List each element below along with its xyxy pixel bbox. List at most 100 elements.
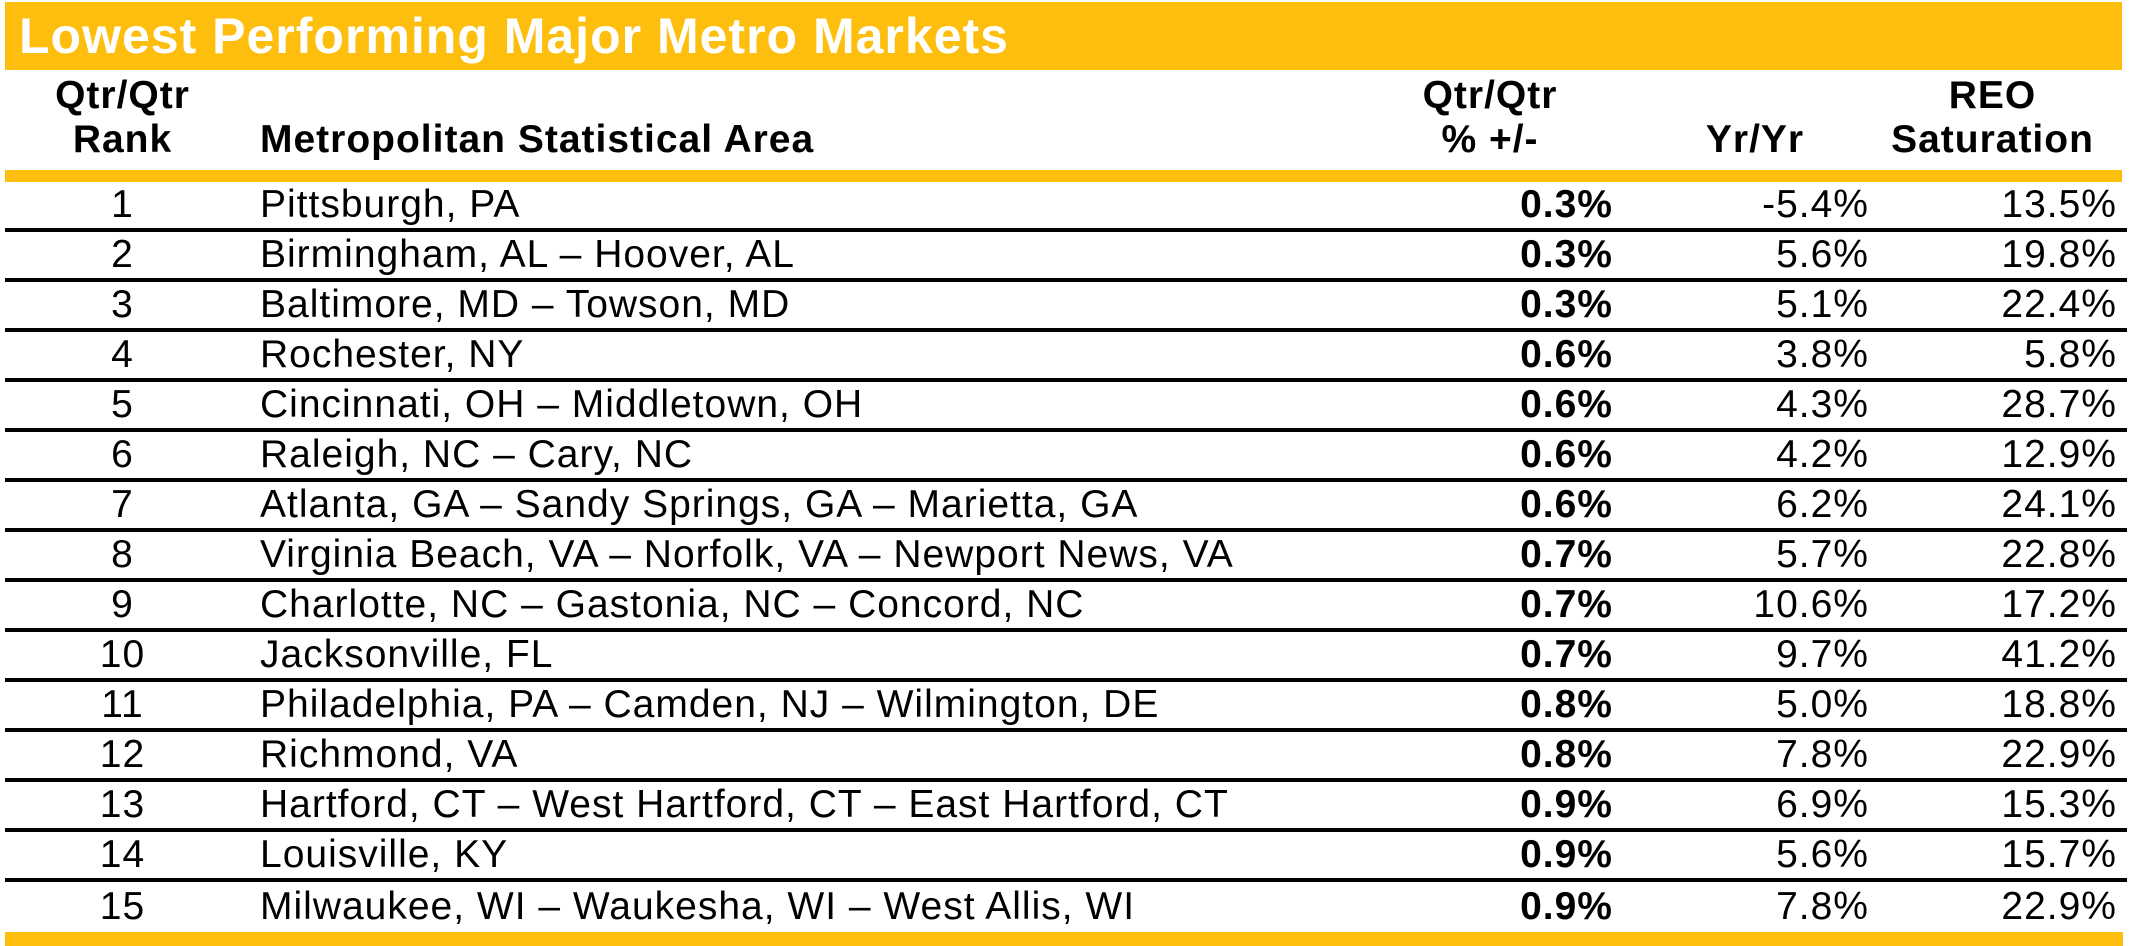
table-row: 4 Rochester, NY 0.6% 3.8% 5.8% <box>5 332 2127 382</box>
cell-yr-yr: 5.7% <box>1776 533 1869 576</box>
table-row: 1 Pittsburgh, PA 0.3% -5.4% 13.5% <box>5 182 2127 232</box>
table-row: 6 Raleigh, NC – Cary, NC 0.6% 4.2% 12.9% <box>5 432 2127 482</box>
cell-msa: Jacksonville, FL <box>260 633 554 676</box>
table-row: 2 Birmingham, AL – Hoover, AL 0.3% 5.6% 19.8… <box>5 232 2127 282</box>
header-divider-bar <box>5 170 2122 182</box>
cell-rank: 3 <box>111 283 134 326</box>
cell-msa: Hartford, CT – West Hartford, CT – East … <box>260 783 1229 826</box>
cell-reo-saturation: 24.1% <box>2001 483 2117 526</box>
cell-reo-saturation: 5.8% <box>2024 333 2117 376</box>
cell-yr-yr: 5.1% <box>1776 283 1869 326</box>
table-row: 8 Virginia Beach, VA – Norfolk, VA – Newp… <box>5 532 2127 582</box>
column-header-qtr-change: Qtr/Qtr % +/- <box>1330 70 1630 170</box>
cell-qtr-change: 0.6% <box>1520 383 1613 426</box>
cell-reo-saturation: 15.7% <box>2001 833 2117 876</box>
cell-qtr-change: 0.7% <box>1520 583 1613 626</box>
cell-reo-saturation: 13.5% <box>2001 183 2117 226</box>
table-row: 15 Milwaukee, WI – Waukesha, WI – West Al… <box>5 882 2127 932</box>
cell-msa: Richmond, VA <box>260 733 519 776</box>
table-row: 5 Cincinnati, OH – Middletown, OH 0.6% 4.3%… <box>5 382 2127 432</box>
table-row: 3 Baltimore, MD – Towson, MD 0.3% 5.1% 22.4% <box>5 282 2127 332</box>
table-row: 11 Philadelphia, PA – Camden, NJ – Wilmin… <box>5 682 2127 732</box>
cell-yr-yr: -5.4% <box>1762 183 1869 226</box>
cell-rank: 15 <box>99 885 146 928</box>
cell-rank: 1 <box>111 183 134 226</box>
table-row: 7 Atlanta, GA – Sandy Springs, GA – Marie… <box>5 482 2127 532</box>
cell-yr-yr: 5.6% <box>1776 233 1869 276</box>
cell-rank: 12 <box>99 733 146 776</box>
cell-qtr-change: 0.6% <box>1520 433 1613 476</box>
cell-yr-yr: 7.8% <box>1776 885 1869 928</box>
cell-msa: Philadelphia, PA – Camden, NJ – Wilmingt… <box>260 683 1160 726</box>
cell-qtr-change: 0.7% <box>1520 633 1613 676</box>
column-header-qtr-change-line1: Qtr/Qtr <box>1422 74 1558 117</box>
cell-reo-saturation: 18.8% <box>2001 683 2117 726</box>
cell-msa: Milwaukee, WI – Waukesha, WI – West Alli… <box>260 885 1136 928</box>
column-header-yr-yr-label: Yr/Yr <box>1705 118 1805 161</box>
cell-yr-yr: 9.7% <box>1776 633 1869 676</box>
cell-yr-yr: 6.9% <box>1776 783 1869 826</box>
cell-rank: 2 <box>111 233 134 276</box>
cell-reo-saturation: 22.9% <box>2001 885 2117 928</box>
cell-qtr-change: 0.7% <box>1520 533 1613 576</box>
cell-rank: 4 <box>111 333 134 376</box>
column-header-rank-line1: Qtr/Qtr <box>55 74 190 117</box>
cell-reo-saturation: 22.8% <box>2001 533 2117 576</box>
column-header-msa: Metropolitan Statistical Area <box>240 70 1330 170</box>
cell-yr-yr: 6.2% <box>1776 483 1869 526</box>
cell-rank: 13 <box>99 783 146 826</box>
column-header-reo-line1: REO <box>1948 74 2037 117</box>
cell-reo-saturation: 28.7% <box>2001 383 2117 426</box>
cell-yr-yr: 3.8% <box>1776 333 1869 376</box>
cell-msa: Virginia Beach, VA – Norfolk, VA – Newpo… <box>260 533 1234 576</box>
cell-qtr-change: 0.3% <box>1520 183 1613 226</box>
cell-msa: Louisville, KY <box>260 833 509 876</box>
table-row: 9 Charlotte, NC – Gastonia, NC – Concord,… <box>5 582 2127 632</box>
table-footer-bar <box>5 932 2123 946</box>
cell-qtr-change: 0.8% <box>1520 733 1613 776</box>
column-header-yr-yr: Yr/Yr <box>1630 70 1880 170</box>
column-header-msa-label: Metropolitan Statistical Area <box>260 118 815 161</box>
cell-reo-saturation: 22.9% <box>2001 733 2117 776</box>
cell-reo-saturation: 41.2% <box>2001 633 2117 676</box>
cell-msa: Charlotte, NC – Gastonia, NC – Concord, … <box>260 583 1085 626</box>
cell-yr-yr: 4.2% <box>1776 433 1869 476</box>
cell-yr-yr: 4.3% <box>1776 383 1869 426</box>
cell-rank: 14 <box>99 833 146 876</box>
cell-reo-saturation: 15.3% <box>2001 783 2117 826</box>
cell-reo-saturation: 17.2% <box>2001 583 2117 626</box>
cell-reo-saturation: 12.9% <box>2001 433 2117 476</box>
cell-rank: 7 <box>111 483 134 526</box>
cell-rank: 8 <box>111 533 134 576</box>
cell-qtr-change: 0.6% <box>1520 483 1613 526</box>
column-header-reo-line2: Saturation <box>1891 118 2094 161</box>
cell-msa: Raleigh, NC – Cary, NC <box>260 433 694 476</box>
table-row: 14 Louisville, KY 0.9% 5.6% 15.7% <box>5 832 2127 882</box>
cell-msa: Pittsburgh, PA <box>260 183 521 226</box>
cell-msa: Baltimore, MD – Towson, MD <box>260 283 791 326</box>
column-header-rank-line2: Rank <box>72 118 173 161</box>
cell-reo-saturation: 19.8% <box>2001 233 2117 276</box>
cell-qtr-change: 0.6% <box>1520 333 1613 376</box>
cell-qtr-change: 0.9% <box>1520 885 1613 928</box>
table-title-bar: Lowest Performing Major Metro Markets <box>5 2 2122 70</box>
cell-rank: 9 <box>111 583 134 626</box>
cell-yr-yr: 10.6% <box>1753 583 1869 626</box>
table-body: 1 Pittsburgh, PA 0.3% -5.4% 13.5% 2 Birmingham… <box>5 182 2127 932</box>
cell-qtr-change: 0.9% <box>1520 783 1613 826</box>
cell-yr-yr: 7.8% <box>1776 733 1869 776</box>
cell-rank: 10 <box>99 633 146 676</box>
cell-qtr-change: 0.9% <box>1520 833 1613 876</box>
cell-msa: Cincinnati, OH – Middletown, OH <box>260 383 864 426</box>
column-header-reo-saturation: REO Saturation <box>1880 70 2127 170</box>
table-row: 12 Richmond, VA 0.8% 7.8% 22.9% <box>5 732 2127 782</box>
column-header-rank: Qtr/Qtr Rank <box>5 70 240 170</box>
cell-rank: 6 <box>111 433 134 476</box>
cell-reo-saturation: 22.4% <box>2001 283 2117 326</box>
table-row: 10 Jacksonville, FL 0.7% 9.7% 41.2% <box>5 632 2127 682</box>
table-title: Lowest Performing Major Metro Markets <box>19 8 1009 64</box>
column-header-qtr-change-line2: % +/- <box>1441 118 1539 161</box>
cell-yr-yr: 5.6% <box>1776 833 1869 876</box>
cell-rank: 5 <box>111 383 134 426</box>
